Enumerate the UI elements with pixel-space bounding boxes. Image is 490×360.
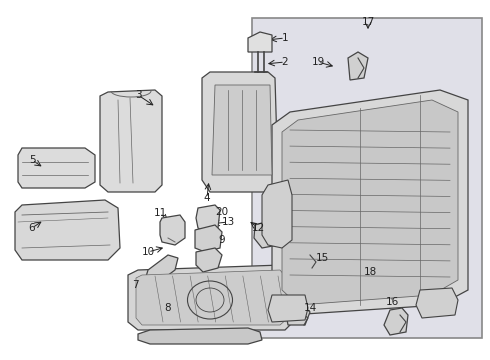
Text: 12: 12 bbox=[251, 223, 265, 233]
Text: 5: 5 bbox=[29, 155, 35, 165]
Text: 13: 13 bbox=[221, 217, 235, 227]
Text: 17: 17 bbox=[362, 17, 375, 27]
Polygon shape bbox=[348, 52, 368, 80]
Polygon shape bbox=[248, 32, 272, 52]
Text: 8: 8 bbox=[165, 303, 172, 313]
Text: 9: 9 bbox=[219, 235, 225, 245]
Polygon shape bbox=[282, 100, 458, 305]
Text: 19: 19 bbox=[311, 57, 325, 67]
Text: 7: 7 bbox=[132, 280, 138, 290]
Polygon shape bbox=[18, 148, 95, 188]
Bar bbox=[252, 18, 482, 338]
Polygon shape bbox=[416, 288, 458, 318]
Polygon shape bbox=[160, 215, 185, 245]
Text: 1: 1 bbox=[282, 33, 288, 43]
Text: 15: 15 bbox=[316, 253, 329, 263]
Text: 4: 4 bbox=[204, 193, 210, 203]
Text: 11: 11 bbox=[153, 208, 167, 218]
Text: 18: 18 bbox=[364, 267, 377, 277]
Polygon shape bbox=[296, 248, 320, 272]
Polygon shape bbox=[196, 205, 220, 232]
Polygon shape bbox=[128, 265, 295, 330]
Text: 20: 20 bbox=[216, 207, 228, 217]
Polygon shape bbox=[196, 248, 222, 272]
Text: 2: 2 bbox=[282, 57, 288, 67]
Polygon shape bbox=[136, 270, 288, 325]
Text: 6: 6 bbox=[29, 223, 35, 233]
Polygon shape bbox=[272, 90, 468, 315]
Polygon shape bbox=[202, 72, 278, 192]
Text: 10: 10 bbox=[142, 247, 154, 257]
Polygon shape bbox=[138, 328, 262, 344]
Polygon shape bbox=[384, 308, 408, 335]
Polygon shape bbox=[254, 220, 280, 248]
Text: 14: 14 bbox=[303, 303, 317, 313]
Polygon shape bbox=[145, 255, 178, 285]
Polygon shape bbox=[100, 90, 162, 192]
Text: 16: 16 bbox=[385, 297, 399, 307]
Polygon shape bbox=[262, 180, 292, 248]
Polygon shape bbox=[285, 305, 310, 325]
Polygon shape bbox=[195, 225, 222, 252]
Polygon shape bbox=[212, 85, 272, 175]
Polygon shape bbox=[15, 200, 120, 260]
Text: 3: 3 bbox=[135, 90, 141, 100]
Polygon shape bbox=[268, 295, 308, 322]
